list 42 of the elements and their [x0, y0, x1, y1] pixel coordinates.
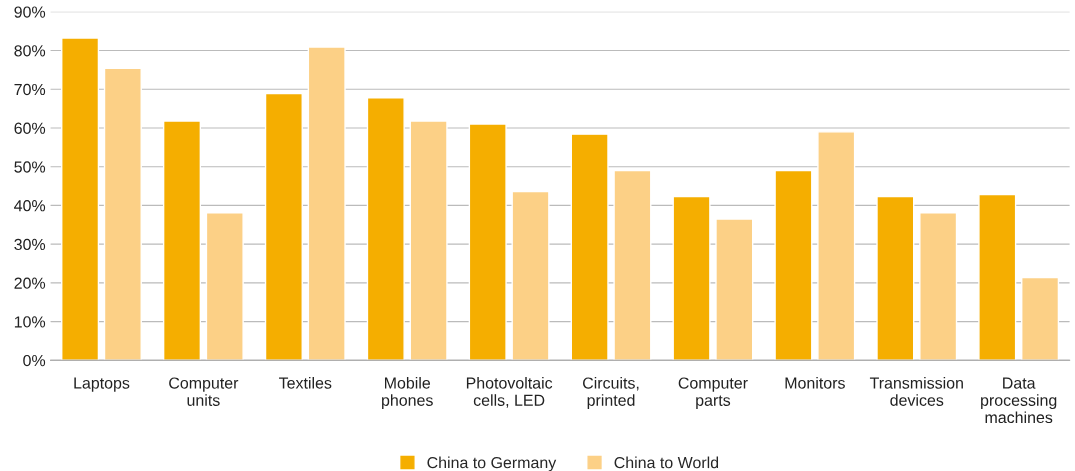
y-tick-label: 60% — [14, 122, 46, 134]
bar — [264, 92, 303, 361]
bar — [774, 169, 813, 361]
y-tick-label: 70% — [14, 83, 46, 96]
x-tick-label: Photovoltaic cells, LED — [466, 376, 553, 408]
y-tick-label: 20% — [14, 277, 46, 289]
x-tick-label: Laptops — [74, 377, 130, 392]
y-tick-label: 90% — [14, 6, 46, 18]
bar — [205, 212, 244, 361]
bar — [817, 131, 856, 361]
x-tick-label: Data processing machines — [981, 377, 1057, 424]
x-tick-label: Circuits, printed — [583, 376, 639, 410]
y-tick-label: 40% — [14, 200, 46, 212]
x-tick-label: Transmission devices — [869, 376, 963, 406]
bar — [511, 190, 550, 361]
bar — [409, 120, 448, 361]
x-tick-label: Computer parts — [678, 377, 748, 410]
bar — [162, 120, 202, 361]
legend-label: China to Germany — [427, 456, 557, 471]
y-tick-label: 50% — [14, 161, 46, 173]
legend-label: China to World — [614, 456, 719, 469]
bar — [613, 169, 652, 361]
bar — [672, 195, 711, 361]
bar — [468, 123, 507, 361]
x-tick-label: Monitors — [785, 376, 845, 389]
x-tick-label: Textiles — [279, 376, 332, 389]
bar — [978, 193, 1017, 361]
bar — [570, 133, 609, 361]
x-tick-label: Computer units — [169, 377, 239, 406]
y-tick-label: 10% — [14, 316, 46, 328]
bar — [919, 212, 958, 361]
y-tick-label: 0% — [23, 354, 46, 367]
y-tick-label: 30% — [14, 238, 46, 251]
bar — [61, 37, 100, 361]
bar — [715, 218, 754, 361]
bar — [103, 67, 142, 361]
x-tick-label: Mobile phones — [382, 376, 433, 410]
bar — [366, 97, 405, 361]
bar — [1021, 276, 1060, 361]
y-tick-label: 80% — [14, 45, 46, 57]
bar — [307, 46, 346, 361]
bar — [876, 195, 915, 361]
